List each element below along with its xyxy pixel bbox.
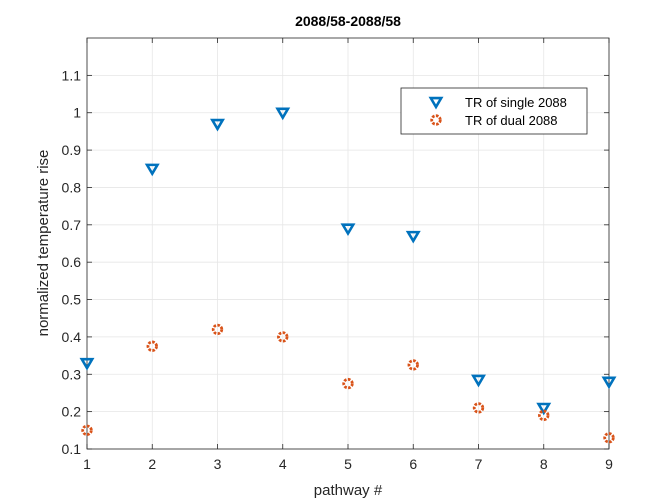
series-2 [81,323,615,444]
triangle-marker [340,223,356,237]
circle-marker [211,323,224,336]
y-axis-label: normalized temperature rise [35,150,52,337]
axis-ticks: 1 2 3 4 5 6 7 8 9 0.1 0.2 0.3 0.4 0.5 0.6 0.7 0.8 0.9 1 1.1 [62,38,613,472]
legend-entry: TR of dual 2088 [430,113,558,128]
legend-marker [430,114,442,126]
x-tick-label: 4 [279,456,287,472]
x-tick-label: 1 [83,456,91,472]
circle-marker [407,359,419,371]
triangle-marker [210,118,225,132]
x-tick-label: 7 [475,456,483,472]
legend-entry: TR of single 2088 [428,95,567,110]
circle-marker [603,432,615,444]
legend: TR of single 2088 TR of dual 2088 [400,87,588,135]
triangle-marker [275,107,291,121]
y-tick-label: 0.9 [62,142,82,158]
triangle-marker [536,402,552,416]
x-tick-label: 9 [605,456,613,472]
triangle-marker [79,357,95,371]
circle-marker [277,331,289,343]
y-tick-label: 1 [73,105,81,121]
y-tick-label: 0.6 [62,254,82,270]
circle-marker [81,424,93,437]
circle-marker [146,340,158,352]
y-tick-label: 1.1 [62,67,82,83]
legend-box [400,87,588,135]
chart-title: 2088/58-2088/58 [295,13,401,29]
x-tick-label: 3 [214,456,222,472]
x-tick-label: 5 [344,456,352,472]
triangle-marker [405,230,421,244]
triangle-marker [144,163,160,177]
y-tick-label: 0.8 [62,179,82,195]
x-axis-label: pathway # [314,482,383,499]
circle-marker [342,377,354,390]
y-tick-label: 0.1 [62,441,82,457]
x-tick-label: 2 [148,456,156,472]
legend-label: TR of single 2088 [465,95,567,110]
legend-label: TR of dual 2088 [465,113,558,128]
triangle-marker [471,374,486,388]
y-tick-label: 0.2 [62,404,82,420]
y-tick-label: 0.5 [62,292,82,308]
y-tick-label: 0.3 [62,366,82,382]
x-tick-label: 8 [540,456,548,472]
triangle-marker [601,376,617,390]
legend-marker [428,96,444,110]
circle-marker [472,402,485,414]
y-tick-label: 0.7 [62,217,82,233]
series-1 [79,107,617,416]
x-tick-label: 6 [409,456,417,472]
circle-marker [538,409,550,422]
y-tick-label: 0.4 [62,329,82,345]
data-markers [79,107,617,444]
